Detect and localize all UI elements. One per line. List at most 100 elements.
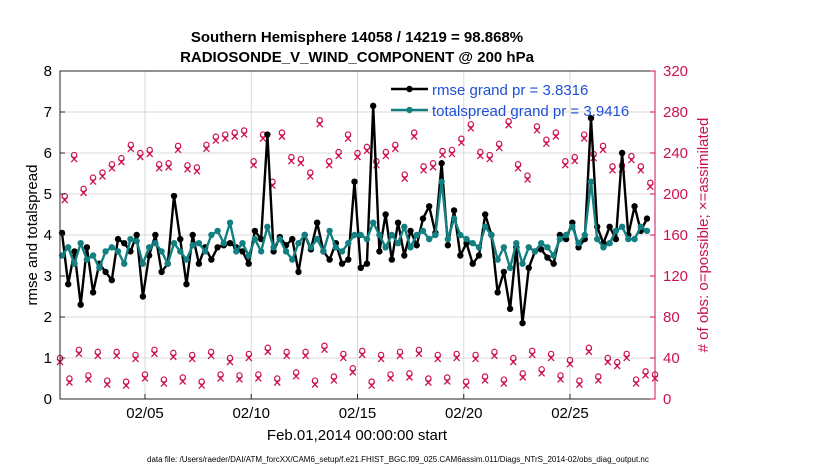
obs-assimilated-marker: [75, 350, 83, 358]
rmse-point: [587, 114, 595, 122]
obs-possible-marker: [104, 377, 111, 384]
obs-possible-marker: [198, 378, 205, 385]
obs-assimilated-stroke: [150, 350, 158, 358]
obs-assimilated-stroke: [127, 145, 135, 153]
obs-possible-marker: [240, 127, 248, 134]
obs-assimilated-stroke: [481, 376, 489, 384]
y-left-tick-label: 4: [44, 227, 52, 244]
obs-assimilated-stroke: [207, 352, 215, 360]
obs-assimilated-marker: [637, 166, 645, 174]
obs-assimilated-stroke: [637, 166, 645, 174]
obs-possible-marker: [439, 147, 446, 155]
rmse-point: [351, 178, 358, 185]
obs-possible-marker: [151, 346, 158, 353]
obs-assimilated-marker: [514, 164, 522, 172]
obs-possible-marker: [368, 378, 375, 385]
totalspread-point: [631, 235, 638, 243]
rmse-point: [133, 231, 140, 239]
legend-totalspread-label: totalspread grand pr = 3.9416: [432, 103, 629, 120]
obs-possible-marker: [236, 372, 243, 379]
rmse-point: [481, 211, 489, 218]
obs-assimilated-marker: [165, 163, 173, 171]
obs-assimilated-stroke: [561, 161, 569, 169]
obs-assimilated-marker: [80, 189, 88, 197]
obs-assimilated-stroke: [462, 382, 470, 390]
totalspread-point: [276, 235, 284, 243]
obs-assimilated-stroke: [264, 348, 272, 356]
totalspread-point: [469, 240, 476, 247]
totalspread-point: [413, 231, 420, 239]
obs-assimilated-stroke: [476, 152, 484, 160]
legend-rmse-marker: [406, 85, 413, 93]
y-axis-right-label: # of obs: o=possible; ×=assimilated: [695, 118, 712, 353]
obs-assimilated-stroke: [65, 379, 73, 386]
totalspread-point: [388, 231, 396, 239]
obs-assimilated-marker: [65, 379, 73, 386]
obs-assimilated-stroke: [306, 173, 314, 180]
obs-assimilated-marker: [113, 352, 121, 360]
totalspread-point: [245, 252, 252, 259]
totalspread-point: [65, 244, 72, 251]
obs-possible-marker: [595, 373, 602, 380]
rmse-point: [71, 248, 78, 255]
rmse-point: [289, 235, 296, 243]
obs-assimilated-stroke: [240, 130, 248, 138]
obs-assimilated-marker: [61, 196, 69, 204]
obs-assimilated-stroke: [141, 374, 149, 382]
totalspread-point: [425, 235, 433, 243]
rmse-point: [114, 235, 122, 243]
obs-assimilated-marker: [472, 355, 480, 363]
obs-assimilated-marker: [561, 161, 569, 169]
obs-assimilated-stroke: [623, 354, 631, 362]
obs-possible-marker: [61, 192, 68, 200]
totalspread-point: [307, 244, 315, 251]
x-tick-label: 02/20: [445, 405, 483, 422]
obs-possible-marker: [599, 142, 607, 150]
obs-possible-marker: [363, 143, 371, 151]
obs-assimilated-stroke: [339, 354, 347, 362]
obs-assimilated-stroke: [160, 380, 168, 387]
totalspread-point: [270, 244, 277, 251]
y-left-tick-label: 7: [44, 104, 52, 121]
obs-assimilated-stroke: [250, 161, 258, 169]
obs-assimilated-marker: [160, 380, 168, 387]
obs-assimilated-marker: [571, 157, 579, 165]
rmse-point: [189, 231, 196, 239]
obs-assimilated-marker: [150, 350, 158, 358]
obs-assimilated-marker: [202, 145, 210, 153]
totalspread-point: [320, 248, 327, 255]
rmse-point: [413, 242, 420, 249]
totalspread-point: [444, 235, 452, 243]
obs-assimilated-stroke: [410, 133, 418, 140]
rmse-point: [394, 219, 402, 226]
rmse-point: [519, 319, 526, 327]
obs-possible-marker: [444, 374, 451, 381]
rmse-point: [226, 240, 234, 247]
rmse-point: [376, 248, 383, 255]
obs-assimilated-marker: [486, 155, 494, 163]
obs-assimilated-marker: [84, 375, 92, 383]
obs-assimilated-marker: [623, 354, 631, 362]
obs-assimilated-marker: [94, 352, 102, 360]
totalspread-point: [419, 227, 427, 235]
obs-assimilated-marker: [226, 358, 234, 366]
y-right-tick-label: 120: [663, 268, 688, 285]
obs-possible-marker: [382, 148, 390, 156]
obs-assimilated-marker: [316, 120, 324, 128]
obs-possible-marker: [505, 118, 512, 125]
obs-assimilated-marker: [453, 354, 461, 362]
obs-assimilated-stroke: [528, 351, 536, 359]
x-tick-label: 02/25: [551, 405, 589, 422]
totalspread-point: [289, 256, 296, 263]
rmse-point: [121, 240, 128, 247]
footer-datafile: data file: /Users/raeder/DAI/ATM_forcXX/…: [147, 455, 649, 464]
obs-possible-marker: [316, 116, 323, 124]
obs-assimilated-stroke: [377, 355, 385, 363]
obs-possible-marker: [75, 346, 83, 353]
rmse-point: [313, 219, 321, 226]
totalspread-point: [114, 248, 122, 255]
totalspread-point: [600, 244, 607, 251]
totalspread-point: [96, 264, 103, 271]
